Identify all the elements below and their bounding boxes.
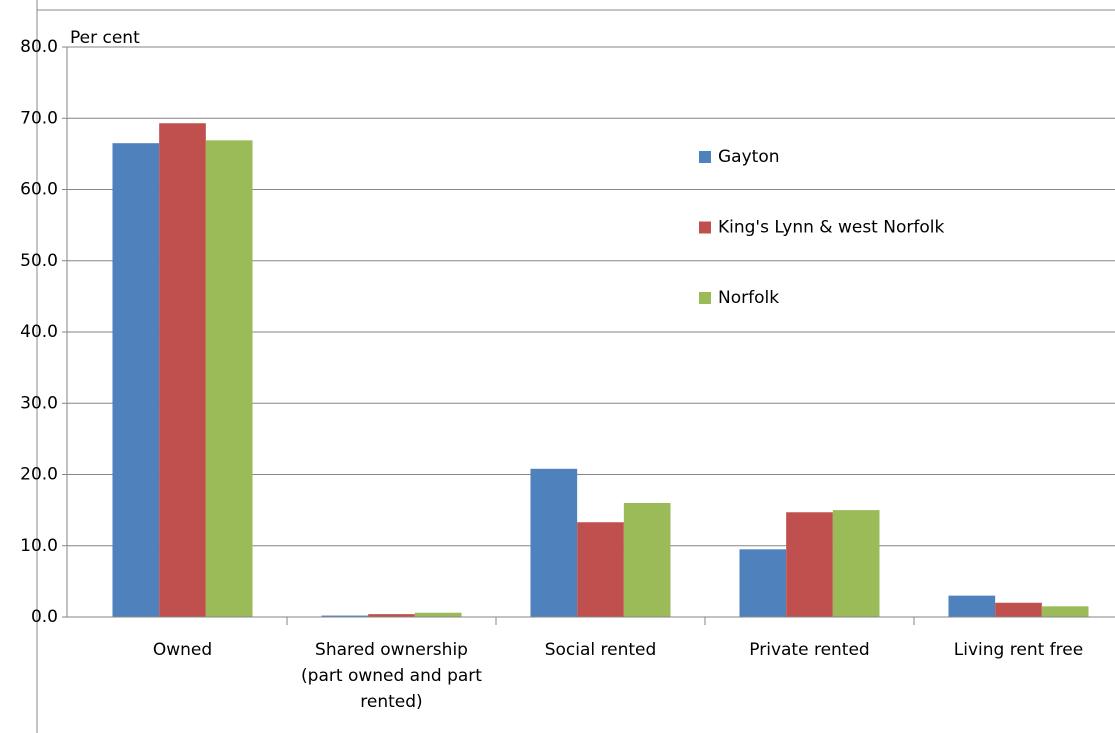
bar (530, 468, 578, 617)
legend-swatch (699, 151, 711, 163)
x-tick-label: Private rented (749, 640, 870, 660)
legend-label: Gayton (718, 147, 780, 167)
x-tick-label: Social rented (544, 640, 657, 660)
bar (368, 614, 415, 617)
bar (321, 615, 369, 617)
bar (832, 510, 880, 617)
y-tick-label: 10.0 (20, 536, 58, 556)
bar (159, 123, 206, 618)
y-tick-label: 60.0 (20, 180, 58, 200)
legend-label: Norfolk (718, 288, 779, 308)
y-tick-label: 0.0 (31, 607, 58, 627)
y-tick-label: 20.0 (20, 465, 58, 485)
bar (577, 522, 624, 617)
bar (739, 549, 787, 617)
x-tick-label: Living rent free (953, 640, 1084, 660)
bar (786, 512, 833, 617)
legend-label: King's Lynn & west Norfolk (718, 218, 944, 238)
bar (623, 503, 671, 617)
y-tick-label: 40.0 (20, 322, 58, 342)
legend-swatch (699, 221, 711, 234)
y-tick-label: 70.0 (20, 108, 58, 128)
legend-swatch (699, 292, 711, 304)
bar (1041, 606, 1089, 617)
x-tick-label: Shared ownership (part owned and part re… (301, 640, 482, 712)
bar (112, 143, 160, 617)
bar (995, 602, 1042, 617)
bar (948, 595, 996, 617)
x-tick-label: Owned (152, 640, 213, 660)
y-tick-label: 50.0 (20, 251, 58, 271)
y-axis-label: Per cent (70, 28, 140, 48)
bar (205, 140, 253, 617)
bar (414, 612, 462, 617)
y-tick-label: 80.0 (20, 37, 58, 57)
y-tick-label: 30.0 (20, 393, 58, 413)
